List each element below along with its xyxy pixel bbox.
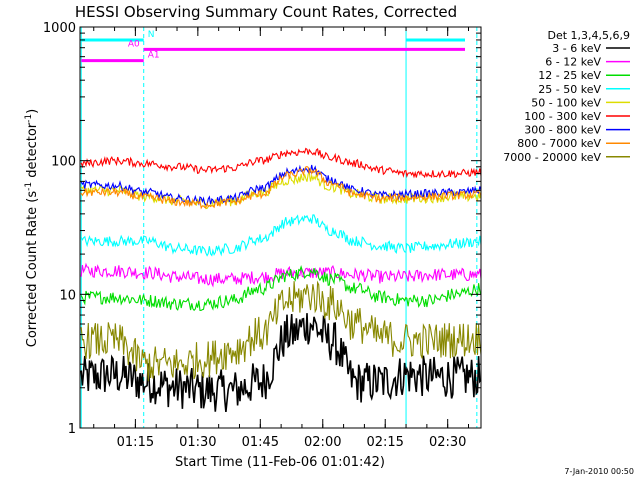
legend-title: Det 1,3,4,5,6,9	[547, 29, 630, 42]
y-tick-label-3: 100	[51, 155, 76, 170]
flag-label-a1: A1	[148, 51, 160, 61]
series-line-4	[80, 214, 482, 257]
chart-title: HESSI Observing Summary Count Rates, Cor…	[75, 3, 457, 21]
legend-label-1: 3 - 6 keV	[552, 42, 601, 55]
plot-area: N A0 A1	[80, 27, 482, 428]
series-line-3	[80, 264, 482, 312]
x-tick-label-5: 02:15	[366, 435, 403, 450]
axes: 1 10 100 1000 01:15 01:30 01:45 02:00 02:15 02:30	[43, 21, 481, 450]
legend-label-3: 12 - 25 keV	[538, 69, 601, 82]
flag-label-a0: A0	[128, 39, 140, 49]
legend-label-6: 100 - 300 keV	[524, 110, 601, 123]
x-tick-label-2: 01:30	[179, 435, 216, 450]
plot-frame	[79, 26, 482, 429]
legend-label-5: 50 - 100 keV	[531, 96, 601, 109]
footer-timestamp: 7-Jan-2010 00:50	[564, 467, 634, 476]
y-axis-label: Corrected Count Rate (s-1 detector-1)	[24, 109, 40, 347]
y-tick-label-2: 10	[59, 288, 76, 303]
series-line-6	[80, 147, 482, 179]
legend-label-2: 6 - 12 keV	[545, 56, 601, 69]
x-tick-label-3: 01:45	[242, 435, 279, 450]
legend-label-7: 300 - 800 keV	[524, 124, 601, 137]
x-axis-label: Start Time (11-Feb-06 01:01:42)	[175, 455, 385, 470]
y-tick-label-4: 1000	[43, 21, 76, 36]
flag-label-n: N	[148, 30, 155, 40]
series-line-9	[80, 280, 482, 382]
y-tick-label-1: 1	[68, 422, 76, 437]
x-tick-label-1: 01:15	[117, 435, 154, 450]
legend-label-4: 25 - 50 keV	[538, 83, 601, 96]
series-line-2	[80, 262, 482, 288]
x-tick-label-6: 02:30	[429, 435, 466, 450]
legend-label-8: 800 - 7000 keV	[517, 137, 601, 150]
series-line-8	[80, 165, 482, 210]
legend-label-9: 7000 - 20000 keV	[503, 151, 601, 164]
x-tick-label-4: 02:00	[304, 435, 341, 450]
